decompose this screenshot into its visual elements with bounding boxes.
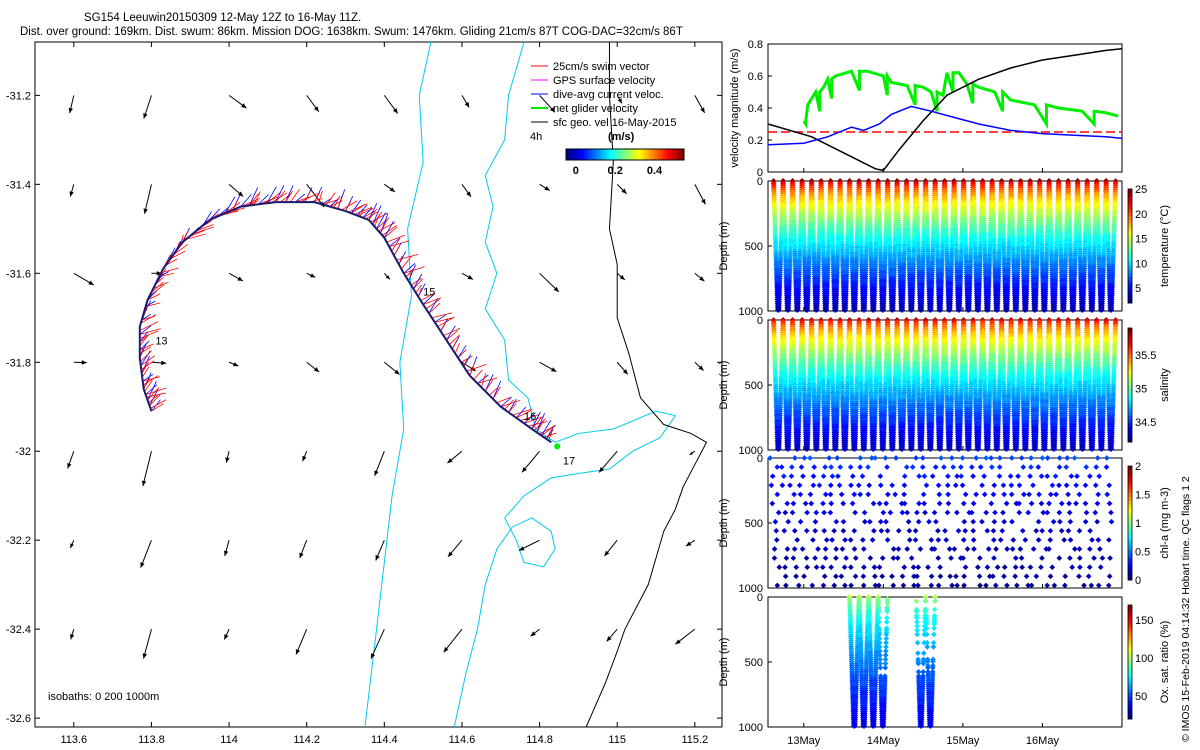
colorbar-cell: [584, 149, 587, 160]
map-ytick-label: -31.2: [6, 90, 31, 102]
colorbar-cell: [655, 149, 658, 160]
map-xtick-label: 114.2: [293, 734, 320, 746]
isobath-label: isobaths: 0 200 1000m: [48, 691, 159, 703]
colorbar-cell: [663, 149, 666, 160]
colorbar-cell: [628, 149, 631, 160]
colorbar-cell: [610, 149, 613, 160]
colorbar-cell: [646, 149, 649, 160]
colorbar-cell: [613, 149, 616, 160]
colorbar-cell: [569, 149, 572, 160]
colorbar-cell: [649, 149, 652, 160]
legend-entry: net glider velocity: [553, 103, 638, 115]
colorbar-cell: [590, 149, 593, 160]
colorbar-tick-label: 0: [573, 165, 579, 177]
colorbar-cell: [575, 149, 578, 160]
colorbar-cell: [660, 149, 663, 160]
colorbar-cell: [572, 149, 575, 160]
map-xtick-label: 114.8: [526, 734, 553, 746]
legend-entry: dive-avg current veloc.: [553, 89, 664, 101]
figure-canvas: 113.6 113.8 114 114.2 114.4 114.6 114.8 115 115.…: [0, 0, 1200, 750]
track-day-label: 15: [423, 287, 435, 299]
colorbar-cell: [631, 149, 634, 160]
map-ytick-label: -32: [15, 446, 31, 458]
colorbar-tick-label: 0.4: [647, 165, 663, 177]
colorbar-cell: [637, 149, 640, 160]
colorbar-cell: [675, 149, 678, 160]
depth-tick-label: 0: [757, 176, 763, 188]
colorbar-cell: [672, 149, 675, 160]
map-ytick-label: -32.6: [6, 713, 31, 725]
velocity-ylabel: velocity magnitude (m/s): [729, 48, 741, 167]
colorbar-cell: [678, 149, 681, 160]
map-ytick-label: -32.4: [6, 624, 31, 636]
colorbar-cell: [566, 149, 569, 160]
colorbar-cell: [581, 149, 584, 160]
map-axes-box: [35, 42, 722, 727]
colorbar-cell: [593, 149, 596, 160]
colorbar-cell: [598, 149, 601, 160]
colorbar-cell: [596, 149, 599, 160]
colorbar-cell: [601, 149, 604, 160]
colorbar-cell: [640, 149, 643, 160]
colorbar-cell: [657, 149, 660, 160]
colorbar-cell: [587, 149, 590, 160]
legend-entry: sfc geo. vel 16-May-2015: [553, 117, 677, 129]
legend-entry: GPS surface velocity: [553, 75, 656, 87]
depth-tick-label: 500: [745, 241, 763, 253]
velocity-ytick-label: 0.6: [748, 71, 763, 83]
colorbar-cell: [619, 149, 622, 160]
colorbar-cell: [666, 149, 669, 160]
map-xtick-label: 114: [220, 734, 238, 746]
colorbar-cell: [622, 149, 625, 160]
colorbar-cell: [652, 149, 655, 160]
map-xtick-label: 114.4: [371, 734, 398, 746]
legend-entry: 25cm/s swim vector: [553, 61, 650, 73]
map-ytick-label: -31.6: [6, 268, 31, 280]
map-ytick-label: -32.2: [6, 535, 31, 547]
legend-extra-label: 4h: [530, 131, 542, 143]
track-day-label: 13: [155, 335, 167, 347]
velocity-ytick-label: 0.8: [748, 39, 763, 51]
map-xtick-label: 114.6: [449, 734, 476, 746]
colorbar-cell: [625, 149, 628, 160]
map-xtick-label: 113.6: [60, 734, 87, 746]
track-day-label: 16: [524, 411, 536, 423]
profile-ylabel: Depth (m): [718, 222, 730, 271]
colorbar-cell: [634, 149, 637, 160]
colorbar-tick-label: 0.2: [608, 165, 623, 177]
map-ytick-label: -31.8: [6, 357, 31, 369]
track-day-label: 17: [563, 456, 575, 468]
colorbar-cell: [604, 149, 607, 160]
colorbar-cell: [578, 149, 581, 160]
map-xtick-label: 115: [608, 734, 626, 746]
map-panel: 113.6 113.8 114 114.2 114.4 114.6 114.8 115 115.…: [6, 42, 722, 746]
map-ytick-label: -31.4: [6, 179, 31, 191]
colorbar-cell: [643, 149, 646, 160]
velocity-ytick-label: 0.2: [748, 135, 763, 147]
map-xtick-label: 115.2: [681, 734, 708, 746]
colorbar-unit-label: (m/s): [608, 131, 635, 143]
net-velocity-marker: [554, 443, 560, 449]
map-xtick-label: 113.8: [138, 734, 165, 746]
velocity-ytick-label: 0.4: [748, 103, 763, 115]
colorbar-cell: [616, 149, 619, 160]
colorbar-cell: [669, 149, 672, 160]
colorbar-cell: [607, 149, 610, 160]
